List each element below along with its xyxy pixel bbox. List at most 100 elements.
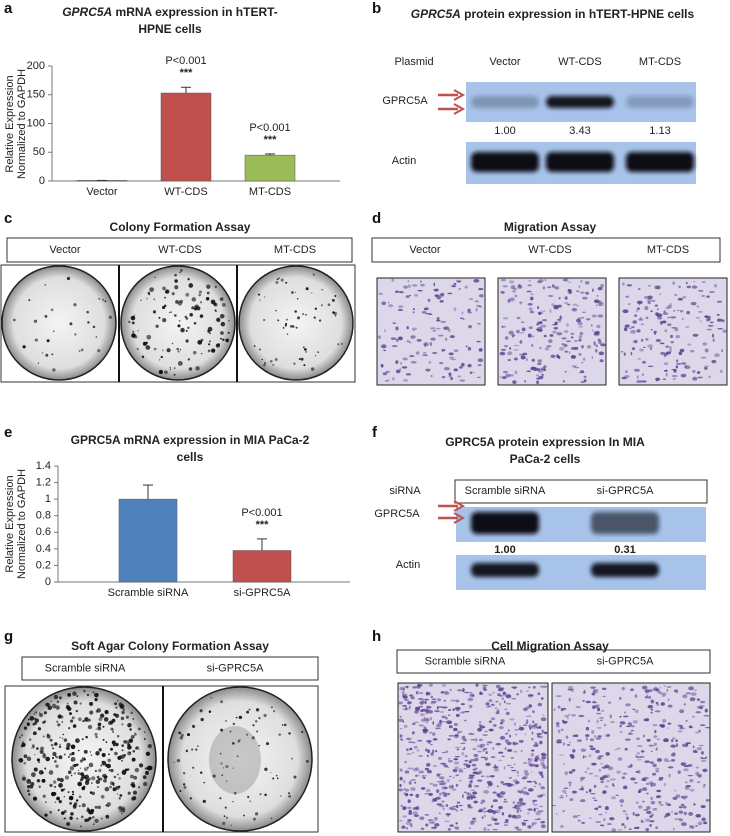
colony <box>119 794 123 797</box>
colony <box>235 716 238 719</box>
migrated-cell <box>500 290 505 294</box>
migrated-cell <box>430 743 433 746</box>
migrated-cell <box>598 340 602 344</box>
migrated-cell <box>570 337 574 339</box>
colony <box>39 749 44 754</box>
migrated-cell <box>578 335 583 339</box>
colony <box>236 755 239 758</box>
colony <box>86 310 89 314</box>
migrated-cell <box>590 792 596 795</box>
colony <box>52 780 57 784</box>
migrated-cell <box>527 808 533 811</box>
colony <box>26 785 31 789</box>
migrated-cell <box>429 782 434 785</box>
colony <box>200 717 204 722</box>
migrated-cell <box>650 711 653 714</box>
migrated-cell <box>434 749 438 753</box>
migrated-cell <box>649 689 653 692</box>
colony <box>130 315 136 321</box>
colony <box>146 765 152 771</box>
colony <box>212 774 216 778</box>
migrated-cell <box>403 285 408 289</box>
migrated-cell <box>629 731 632 734</box>
y-tick-label: 1.4 <box>36 460 51 472</box>
migrated-cell <box>469 694 475 696</box>
migrated-cell <box>444 337 448 342</box>
migrated-cell <box>678 806 683 809</box>
migrated-cell <box>541 821 545 824</box>
migrated-cell <box>606 780 611 782</box>
colony <box>259 299 261 301</box>
migrated-cell <box>468 732 474 735</box>
migrated-cell <box>686 285 692 289</box>
colony <box>33 319 38 323</box>
migrated-cell <box>621 376 627 380</box>
migrated-cell <box>692 376 698 381</box>
arrow-head <box>453 103 466 115</box>
colony <box>185 749 189 753</box>
migrated-cell <box>531 822 534 827</box>
colony <box>94 732 98 736</box>
colony <box>32 722 36 726</box>
migrated-cell <box>503 798 507 801</box>
migrated-cell <box>426 705 432 709</box>
colony <box>108 753 110 756</box>
migrated-cell <box>705 726 711 729</box>
migrated-cell <box>510 284 516 289</box>
migrated-cell <box>481 816 484 820</box>
migrated-cell <box>391 345 398 348</box>
colony <box>214 309 217 312</box>
migrated-cell <box>457 689 463 692</box>
migrated-cell <box>644 295 649 299</box>
migrated-cell <box>583 375 587 379</box>
migrated-cell <box>580 780 583 782</box>
migrated-cell <box>597 286 603 291</box>
migrated-cell <box>580 280 583 283</box>
colony <box>28 299 31 302</box>
migrated-cell <box>536 807 539 810</box>
migrated-cell <box>418 705 424 708</box>
migrated-cell <box>587 719 591 723</box>
migrated-cell <box>440 762 447 765</box>
title-text: protein expression in hTERT-HPNE cells <box>464 7 695 21</box>
colony <box>138 763 144 768</box>
colony <box>34 753 36 756</box>
migrated-cell <box>667 316 671 319</box>
migrated-cell <box>649 823 653 827</box>
migrated-cell <box>470 789 476 791</box>
band <box>546 152 614 172</box>
colony <box>179 299 184 304</box>
migrated-cell <box>475 307 478 312</box>
colony <box>225 816 228 819</box>
colony <box>83 749 88 754</box>
migrated-cell <box>562 763 566 765</box>
migrated-cell <box>430 700 437 703</box>
lane-label: si-GPRC5A <box>597 655 655 667</box>
migrated-cell <box>456 748 460 751</box>
migrated-cell <box>454 746 461 749</box>
migrated-cell <box>436 773 441 777</box>
migrated-cell <box>521 777 527 780</box>
migrated-cell <box>459 779 462 782</box>
migrated-cell <box>448 785 453 789</box>
migrated-cell <box>430 695 433 699</box>
migrated-cell <box>429 341 432 346</box>
migrated-cell <box>559 796 565 799</box>
migrated-cell <box>592 288 594 292</box>
migrated-cell <box>642 734 646 738</box>
colony <box>280 278 284 282</box>
colony <box>232 767 234 769</box>
colony <box>188 283 194 288</box>
colony <box>121 749 124 752</box>
colony <box>72 724 77 728</box>
migrated-cell <box>626 816 629 820</box>
colony <box>302 346 305 349</box>
panel-letter-text: h <box>372 628 382 645</box>
colony <box>90 754 93 756</box>
lane-label: Scramble siRNA <box>465 485 546 497</box>
migrated-cell <box>417 698 424 700</box>
colony <box>38 761 40 764</box>
migrated-cell <box>503 821 509 824</box>
migrated-cell <box>642 800 645 803</box>
colony <box>100 817 103 820</box>
